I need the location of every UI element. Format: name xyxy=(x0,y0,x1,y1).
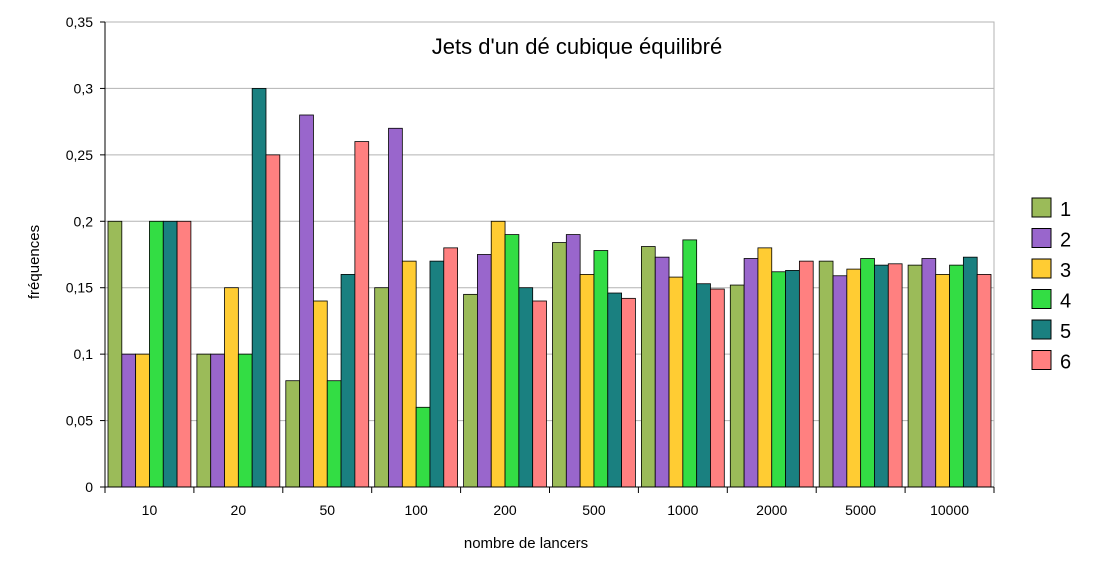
bar-100-series-3 xyxy=(401,260,417,488)
bar-500-series-6 xyxy=(621,297,636,488)
bar-100-series-5 xyxy=(429,260,445,488)
bar-500-series-4 xyxy=(593,250,609,488)
y-tick-label: 0,05 xyxy=(66,413,93,429)
bar-20-series-1 xyxy=(196,353,212,488)
bar-10-series-2 xyxy=(121,353,137,488)
x-tick-label: 200 xyxy=(493,502,517,518)
legend-label-4: 4 xyxy=(1060,291,1071,313)
x-tick-label: 2000 xyxy=(756,502,787,518)
bar-50-series-1 xyxy=(285,380,301,488)
y-axis-title: fréquences xyxy=(26,225,43,299)
bar-500-series-3 xyxy=(579,274,595,488)
chart-title: Jets d'un dé cubique équilibré xyxy=(432,34,722,59)
bar-2000-series-6 xyxy=(798,260,814,488)
bar-50-series-3 xyxy=(313,300,328,488)
bar-10-series-3 xyxy=(135,353,150,488)
y-tick-label: 0,15 xyxy=(66,280,93,296)
legend-swatch-4 xyxy=(1031,289,1052,309)
bar-10-series-6 xyxy=(176,220,192,488)
bar-5000-series-4 xyxy=(860,258,875,488)
bar-500-series-2 xyxy=(565,234,581,488)
bar-100-series-6 xyxy=(443,247,458,488)
x-tick-label: 50 xyxy=(319,502,335,518)
bar-5000-series-6 xyxy=(887,263,903,488)
x-tick-labels: 10 20 50 100 200 500 1000 2000 5000 10000 xyxy=(104,487,995,518)
legend-swatch-3 xyxy=(1031,258,1052,279)
legend-swatch-2 xyxy=(1031,228,1052,248)
bar-200-series-4 xyxy=(504,234,520,488)
legend-swatch-6 xyxy=(1031,350,1052,370)
bar-1000-series-6 xyxy=(710,288,725,488)
x-tick-label: 10 xyxy=(142,502,158,518)
bar-2000-series-1 xyxy=(729,284,745,488)
y-tick-label: 0,1 xyxy=(74,346,94,362)
bar-200-series-2 xyxy=(477,254,492,488)
bar-5000-series-3 xyxy=(846,268,862,488)
y-tick-label: 0,35 xyxy=(66,14,93,30)
bar-200-series-6 xyxy=(532,300,547,488)
legend-swatch-5 xyxy=(1031,319,1052,340)
bar-10-series-1 xyxy=(107,220,123,488)
bar-10000-series-5 xyxy=(962,256,978,488)
bar-20-series-4 xyxy=(237,353,253,488)
y-tick-labels: 0 0,05 0,1 0,15 0,2 0,25 0,3 0,35 xyxy=(66,14,105,495)
y-tick-label: 0,25 xyxy=(66,147,93,163)
bar-100-series-2 xyxy=(388,127,403,488)
y-tick-label: 0,2 xyxy=(74,213,94,229)
bar-1000-series-1 xyxy=(641,246,656,488)
legend-label-1: 1 xyxy=(1060,199,1071,221)
bar-500-series-1 xyxy=(552,242,567,488)
bar-5000-series-5 xyxy=(874,264,889,488)
bar-1000-series-5 xyxy=(696,283,711,488)
bar-500-series-5 xyxy=(607,292,622,488)
bar-10000-series-3 xyxy=(935,274,950,488)
bar-50-series-6 xyxy=(354,141,370,488)
bar-100-series-4 xyxy=(415,406,431,488)
bar-1000-series-3 xyxy=(668,276,684,488)
bar-10000-series-4 xyxy=(949,264,964,488)
legend-swatch-1 xyxy=(1031,197,1052,218)
legend: 1 2 3 4 5 6 xyxy=(1031,197,1071,374)
bar-20-series-5 xyxy=(251,88,267,488)
x-tick-label: 10000 xyxy=(930,502,969,518)
bar-1000-series-4 xyxy=(682,239,698,488)
y-tick-label: 0,3 xyxy=(74,80,94,96)
bar-200-series-5 xyxy=(518,287,534,488)
bar-10000-series-2 xyxy=(921,258,937,488)
bar-200-series-3 xyxy=(490,220,506,488)
bar-10000-series-6 xyxy=(976,274,992,488)
bar-100-series-1 xyxy=(374,287,389,488)
bar-20-series-6 xyxy=(265,154,281,488)
legend-label-5: 5 xyxy=(1060,321,1071,343)
legend-label-3: 3 xyxy=(1060,260,1071,282)
x-axis-title: nombre de lancers xyxy=(464,535,588,552)
bar-50-series-4 xyxy=(326,380,342,488)
bar-5000-series-1 xyxy=(818,260,834,488)
bar-10000-series-1 xyxy=(907,264,923,488)
bar-5000-series-2 xyxy=(832,275,848,488)
bar-2000-series-2 xyxy=(743,258,759,488)
x-tick-label: 5000 xyxy=(845,502,876,518)
bar-200-series-1 xyxy=(463,293,478,488)
bar-2000-series-5 xyxy=(785,270,800,488)
x-tick-label: 100 xyxy=(404,502,428,518)
x-tick-label: 20 xyxy=(231,502,247,518)
legend-label-2: 2 xyxy=(1060,230,1071,252)
bar-2000-series-4 xyxy=(771,271,786,488)
bar-10-series-4 xyxy=(149,220,164,488)
bar-50-series-5 xyxy=(340,274,356,488)
bar-1000-series-2 xyxy=(654,256,670,488)
bar-10-series-5 xyxy=(162,220,178,488)
x-tick-label: 1000 xyxy=(667,502,698,518)
y-tick-label: 0 xyxy=(85,479,93,495)
bar-20-series-3 xyxy=(224,287,239,488)
bar-20-series-2 xyxy=(210,353,225,488)
legend-label-6: 6 xyxy=(1060,352,1071,374)
bar-50-series-2 xyxy=(299,114,314,488)
bars xyxy=(107,88,992,488)
bar-2000-series-3 xyxy=(757,247,773,488)
x-tick-label: 500 xyxy=(582,502,606,518)
